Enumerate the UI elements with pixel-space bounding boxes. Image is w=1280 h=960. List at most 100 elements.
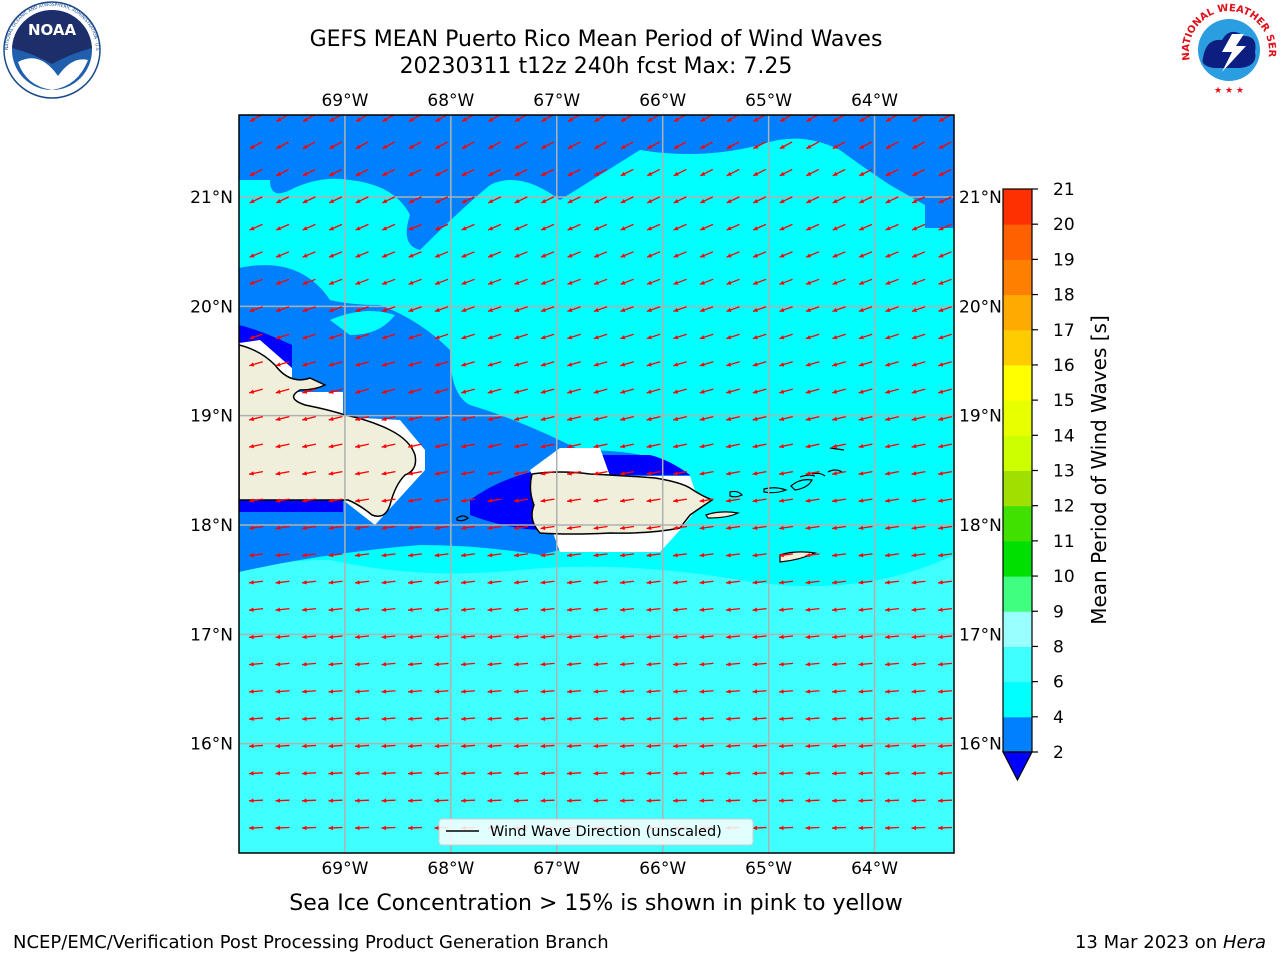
wave-arrow-head	[726, 689, 731, 694]
wave-arrow-head	[514, 362, 520, 367]
wave-arrow-head	[381, 662, 387, 667]
wave-arrow-head	[673, 607, 678, 612]
latitude-tick-label: 17°N	[959, 625, 1002, 645]
wave-arrow-head	[382, 199, 388, 203]
wave-arrow-head	[832, 662, 837, 667]
wave-arrow-head	[514, 771, 519, 776]
wave-arrow-head	[593, 389, 599, 394]
wave-arrow-head	[329, 253, 335, 258]
wave-arrow-head	[328, 825, 334, 831]
wave-arrow-head	[885, 525, 890, 530]
wave-arrow-head	[249, 171, 255, 176]
wave-arrow-head	[434, 552, 440, 558]
wave-arrow-head	[593, 307, 599, 312]
wave-arrow-head	[620, 171, 626, 176]
wave-arrow-head	[620, 798, 625, 803]
wave-arrow-head	[779, 389, 785, 394]
wave-arrow-head	[620, 117, 626, 122]
wave-arrow-head	[938, 580, 943, 585]
wave-arrow-head	[567, 335, 573, 340]
wave-arrow-head	[276, 144, 282, 149]
wave-arrow-head	[593, 443, 599, 449]
wave-arrow-head	[885, 416, 891, 421]
wave-arrow-head	[328, 716, 334, 721]
wave-arrow-head	[885, 798, 890, 803]
wave-arrow-head	[752, 335, 758, 340]
wave-arrow-head	[620, 552, 625, 558]
wave-arrow-head	[753, 226, 759, 231]
wave-arrow-head	[620, 416, 626, 421]
wave-arrow-head	[805, 443, 811, 449]
wave-arrow-head	[911, 443, 917, 449]
wave-arrow-head	[355, 716, 360, 721]
wave-arrow-head	[911, 716, 917, 721]
wave-arrow-head	[699, 607, 705, 612]
wave-arrow-head	[673, 689, 678, 694]
wave-arrow-head	[673, 716, 678, 721]
wave-arrow-head	[567, 171, 573, 176]
wave-arrow-head	[593, 471, 599, 476]
wave-arrow-head	[673, 171, 679, 176]
wave-arrow-head	[275, 498, 281, 503]
wave-arrow-head	[355, 335, 361, 340]
wave-arrow-head	[673, 144, 679, 149]
wave-arrow-head	[912, 226, 918, 231]
wave-arrow-head	[911, 307, 917, 312]
wave-arrow-head	[355, 307, 361, 312]
wave-arrow-head	[567, 607, 572, 612]
colorbar-tick-label: 6	[1053, 673, 1064, 693]
wave-arrow-head	[700, 199, 706, 203]
wave-arrow-head	[779, 144, 785, 149]
wave-arrow-head	[752, 743, 758, 749]
wave-arrow-head	[726, 117, 732, 122]
wave-arrow-head	[885, 498, 890, 503]
colorbar-tick-label: 8	[1053, 637, 1064, 657]
wave-arrow-head	[487, 798, 493, 803]
wave-arrow-head	[938, 498, 943, 503]
wave-arrow-head	[805, 280, 811, 285]
wave-arrow-head	[805, 307, 811, 312]
wave-arrow-head	[938, 171, 944, 176]
wave-arrow-head	[912, 171, 918, 176]
wave-arrow-head	[832, 253, 838, 258]
wave-arrow-head	[594, 226, 600, 231]
wave-arrow-head	[328, 689, 334, 694]
wave-arrow-head	[382, 253, 388, 258]
wave-arrow-head	[726, 416, 732, 421]
wave-arrow-head	[275, 634, 281, 640]
wave-arrow-head	[726, 634, 731, 640]
wave-arrow-head	[779, 743, 784, 749]
wave-arrow-head	[726, 144, 732, 149]
wave-arrow-head	[461, 771, 466, 776]
wave-arrow-head	[514, 607, 519, 612]
colorbar-tick-label: 15	[1053, 391, 1075, 411]
wave-arrow-head	[329, 199, 335, 203]
svg-text:NATIONAL WEATHER SERVICE: NATIONAL WEATHER SERVICE	[0, 0, 1277, 61]
wave-arrow-head	[726, 716, 731, 721]
wave-arrow-head	[911, 580, 917, 585]
wave-arrow-head	[302, 416, 308, 421]
wave-arrow-head	[408, 335, 414, 340]
wave-arrow-head	[488, 144, 494, 149]
wave-arrow-head	[541, 144, 547, 149]
wave-arrow-head	[408, 443, 414, 449]
wave-arrow-head	[487, 307, 493, 312]
wave-arrow-head	[567, 443, 573, 449]
wave-arrow-head	[885, 389, 891, 394]
wave-arrow-head	[434, 580, 440, 585]
wave-arrow-head	[540, 798, 546, 803]
wave-arrow-head	[779, 471, 784, 476]
wave-arrow-head	[752, 607, 758, 612]
wave-arrow-head	[461, 117, 467, 122]
wave-arrow-head	[806, 171, 812, 176]
wave-arrow-head	[752, 580, 758, 585]
wave-arrow-head	[275, 362, 281, 367]
wave-arrow-head	[805, 335, 811, 340]
wave-arrow-head	[435, 253, 441, 258]
wave-arrow-head	[408, 743, 413, 749]
wave-arrow-head	[487, 771, 493, 776]
wave-arrow-head	[753, 199, 759, 203]
wave-arrow-head	[302, 171, 308, 176]
wave-arrow-head	[911, 825, 917, 831]
